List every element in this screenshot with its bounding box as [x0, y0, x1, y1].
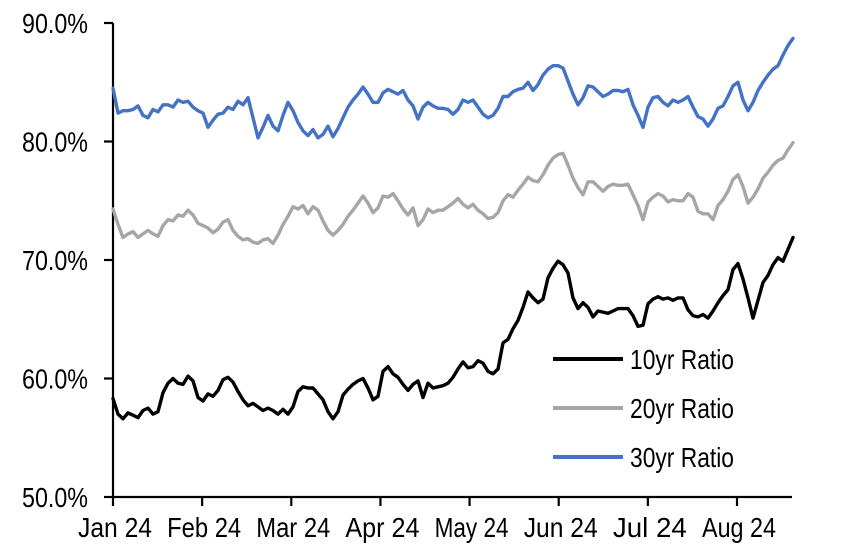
- x-axis-tick-label: Jan 24: [78, 512, 152, 543]
- x-axis: Jan 24 Feb 24 Mar 24 Apr 24 May 24 Jun 24 Jul …: [78, 497, 776, 543]
- y-axis-tick-label: 80.0%: [22, 127, 88, 158]
- legend-label-20yr-ratio: 20yr Ratio: [630, 393, 734, 424]
- legend-label-10yr-ratio: 10yr Ratio: [630, 344, 734, 375]
- legend-item-30yr-ratio: 30yr Ratio: [553, 442, 734, 473]
- series-line-10yr-ratio: [111, 235, 795, 421]
- legend-label-30yr-ratio: 30yr Ratio: [630, 442, 734, 473]
- x-axis-tick-label: Aug 24: [702, 512, 776, 543]
- x-axis-tick-label: Apr 24: [345, 512, 419, 543]
- y-axis-tick-label: 90.0%: [22, 8, 88, 39]
- x-axis-tick-label: Feb 24: [167, 512, 241, 543]
- x-axis-tick-label: Jun 24: [524, 512, 598, 543]
- x-axis-tick-label: Jul 24: [613, 512, 687, 543]
- series-line-30yr-ratio: [111, 36, 795, 140]
- legend: 10yr Ratio 20yr Ratio 30yr Ratio: [553, 344, 734, 473]
- y-axis-tick-label: 70.0%: [22, 245, 88, 276]
- legend-item-20yr-ratio: 20yr Ratio: [553, 393, 734, 424]
- y-axis-tick-label: 50.0%: [22, 482, 88, 513]
- y-axis: 50.0% 60.0% 70.0% 80.0% 90.0%: [22, 8, 113, 513]
- x-axis-tick-label: May 24: [435, 512, 509, 543]
- x-axis-tick-label: Mar 24: [256, 512, 330, 543]
- y-axis-tick-label: 60.0%: [22, 364, 88, 395]
- series-line-20yr-ratio: [111, 140, 795, 246]
- legend-item-10yr-ratio: 10yr Ratio: [553, 344, 734, 375]
